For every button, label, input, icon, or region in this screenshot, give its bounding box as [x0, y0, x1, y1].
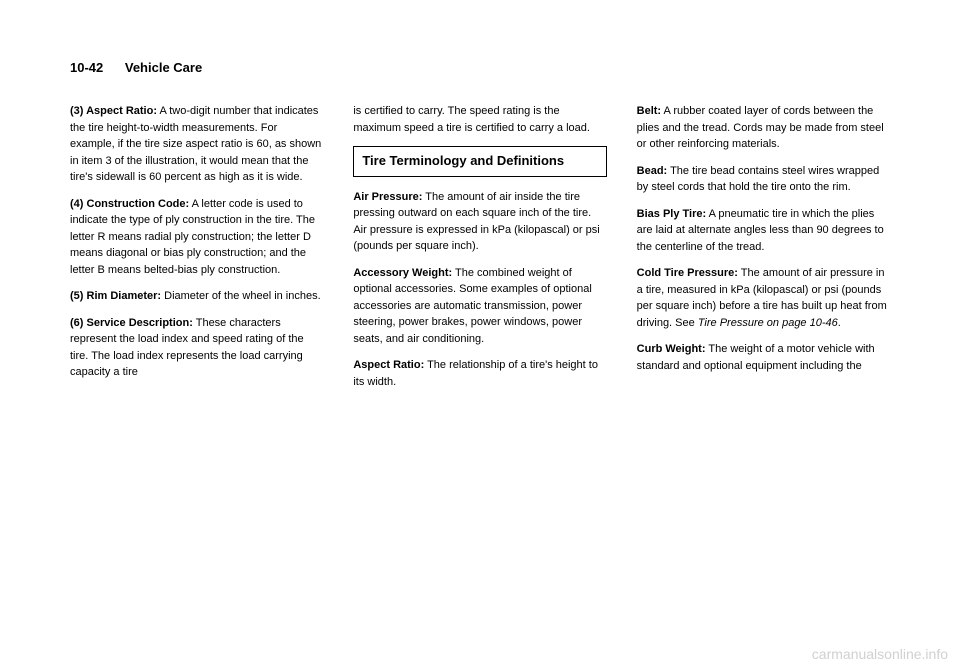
cold-tire-pressure-body-b: .	[838, 317, 841, 329]
aspect-ratio-def-para: Aspect Ratio: The relationship of a tire…	[353, 357, 606, 390]
watermark-text: carmanualsonline.info	[812, 646, 948, 662]
page-number: 10-42	[70, 60, 103, 75]
cold-tire-pressure-ref: Tire Pressure on page 10-46	[698, 317, 838, 329]
rim-diameter-lead: (5) Rim Diameter:	[70, 290, 161, 302]
bead-para: Bead: The tire bead contains steel wires…	[637, 163, 890, 196]
column-3: Belt: A rubber coated layer of cords bet…	[637, 103, 890, 615]
bias-ply-para: Bias Ply Tire: A pneumatic tire in which…	[637, 206, 890, 256]
air-pressure-para: Air Pressure: The amount of air inside t…	[353, 189, 606, 255]
belt-lead: Belt:	[637, 105, 661, 117]
aspect-ratio-lead: (3) Aspect Ratio:	[70, 105, 157, 117]
service-description-para: (6) Service Description: These character…	[70, 315, 323, 381]
belt-para: Belt: A rubber coated layer of cords bet…	[637, 103, 890, 153]
column-2: is certified to carry. The speed rating …	[353, 103, 606, 615]
continuation-para: is certified to carry. The speed rating …	[353, 103, 606, 136]
bias-ply-lead: Bias Ply Tire:	[637, 208, 707, 220]
service-description-lead: (6) Service Description:	[70, 317, 193, 329]
bead-lead: Bead:	[637, 165, 668, 177]
bead-body: The tire bead contains steel wires wrapp…	[637, 165, 880, 194]
page-container: 10-42 Vehicle Care (3) Aspect Ratio: A t…	[0, 0, 960, 672]
belt-body: A rubber coated layer of cords between t…	[637, 105, 884, 150]
air-pressure-lead: Air Pressure:	[353, 191, 422, 203]
aspect-ratio-para: (3) Aspect Ratio: A two-digit number tha…	[70, 103, 323, 186]
section-heading-text: Tire Terminology and Definitions	[362, 153, 564, 168]
accessory-weight-para: Accessory Weight: The combined weight of…	[353, 265, 606, 348]
section-heading-box: Tire Terminology and Definitions	[353, 146, 606, 177]
column-1: (3) Aspect Ratio: A two-digit number tha…	[70, 103, 323, 615]
cold-tire-pressure-lead: Cold Tire Pressure:	[637, 267, 738, 279]
aspect-ratio-def-lead: Aspect Ratio:	[353, 359, 424, 371]
columns-container: (3) Aspect Ratio: A two-digit number tha…	[70, 103, 890, 615]
construction-code-para: (4) Construction Code: A letter code is …	[70, 196, 323, 279]
continuation-text: is certified to carry. The speed rating …	[353, 105, 590, 134]
curb-weight-para: Curb Weight: The weight of a motor vehic…	[637, 341, 890, 374]
cold-tire-pressure-para: Cold Tire Pressure: The amount of air pr…	[637, 265, 890, 331]
rim-diameter-para: (5) Rim Diameter: Diameter of the wheel …	[70, 288, 323, 305]
curb-weight-lead: Curb Weight:	[637, 343, 706, 355]
rim-diameter-body: Diameter of the wheel in inches.	[161, 290, 321, 302]
construction-code-lead: (4) Construction Code:	[70, 198, 189, 210]
chapter-title: Vehicle Care	[125, 60, 202, 75]
page-header: 10-42 Vehicle Care	[70, 60, 890, 75]
accessory-weight-lead: Accessory Weight:	[353, 267, 452, 279]
